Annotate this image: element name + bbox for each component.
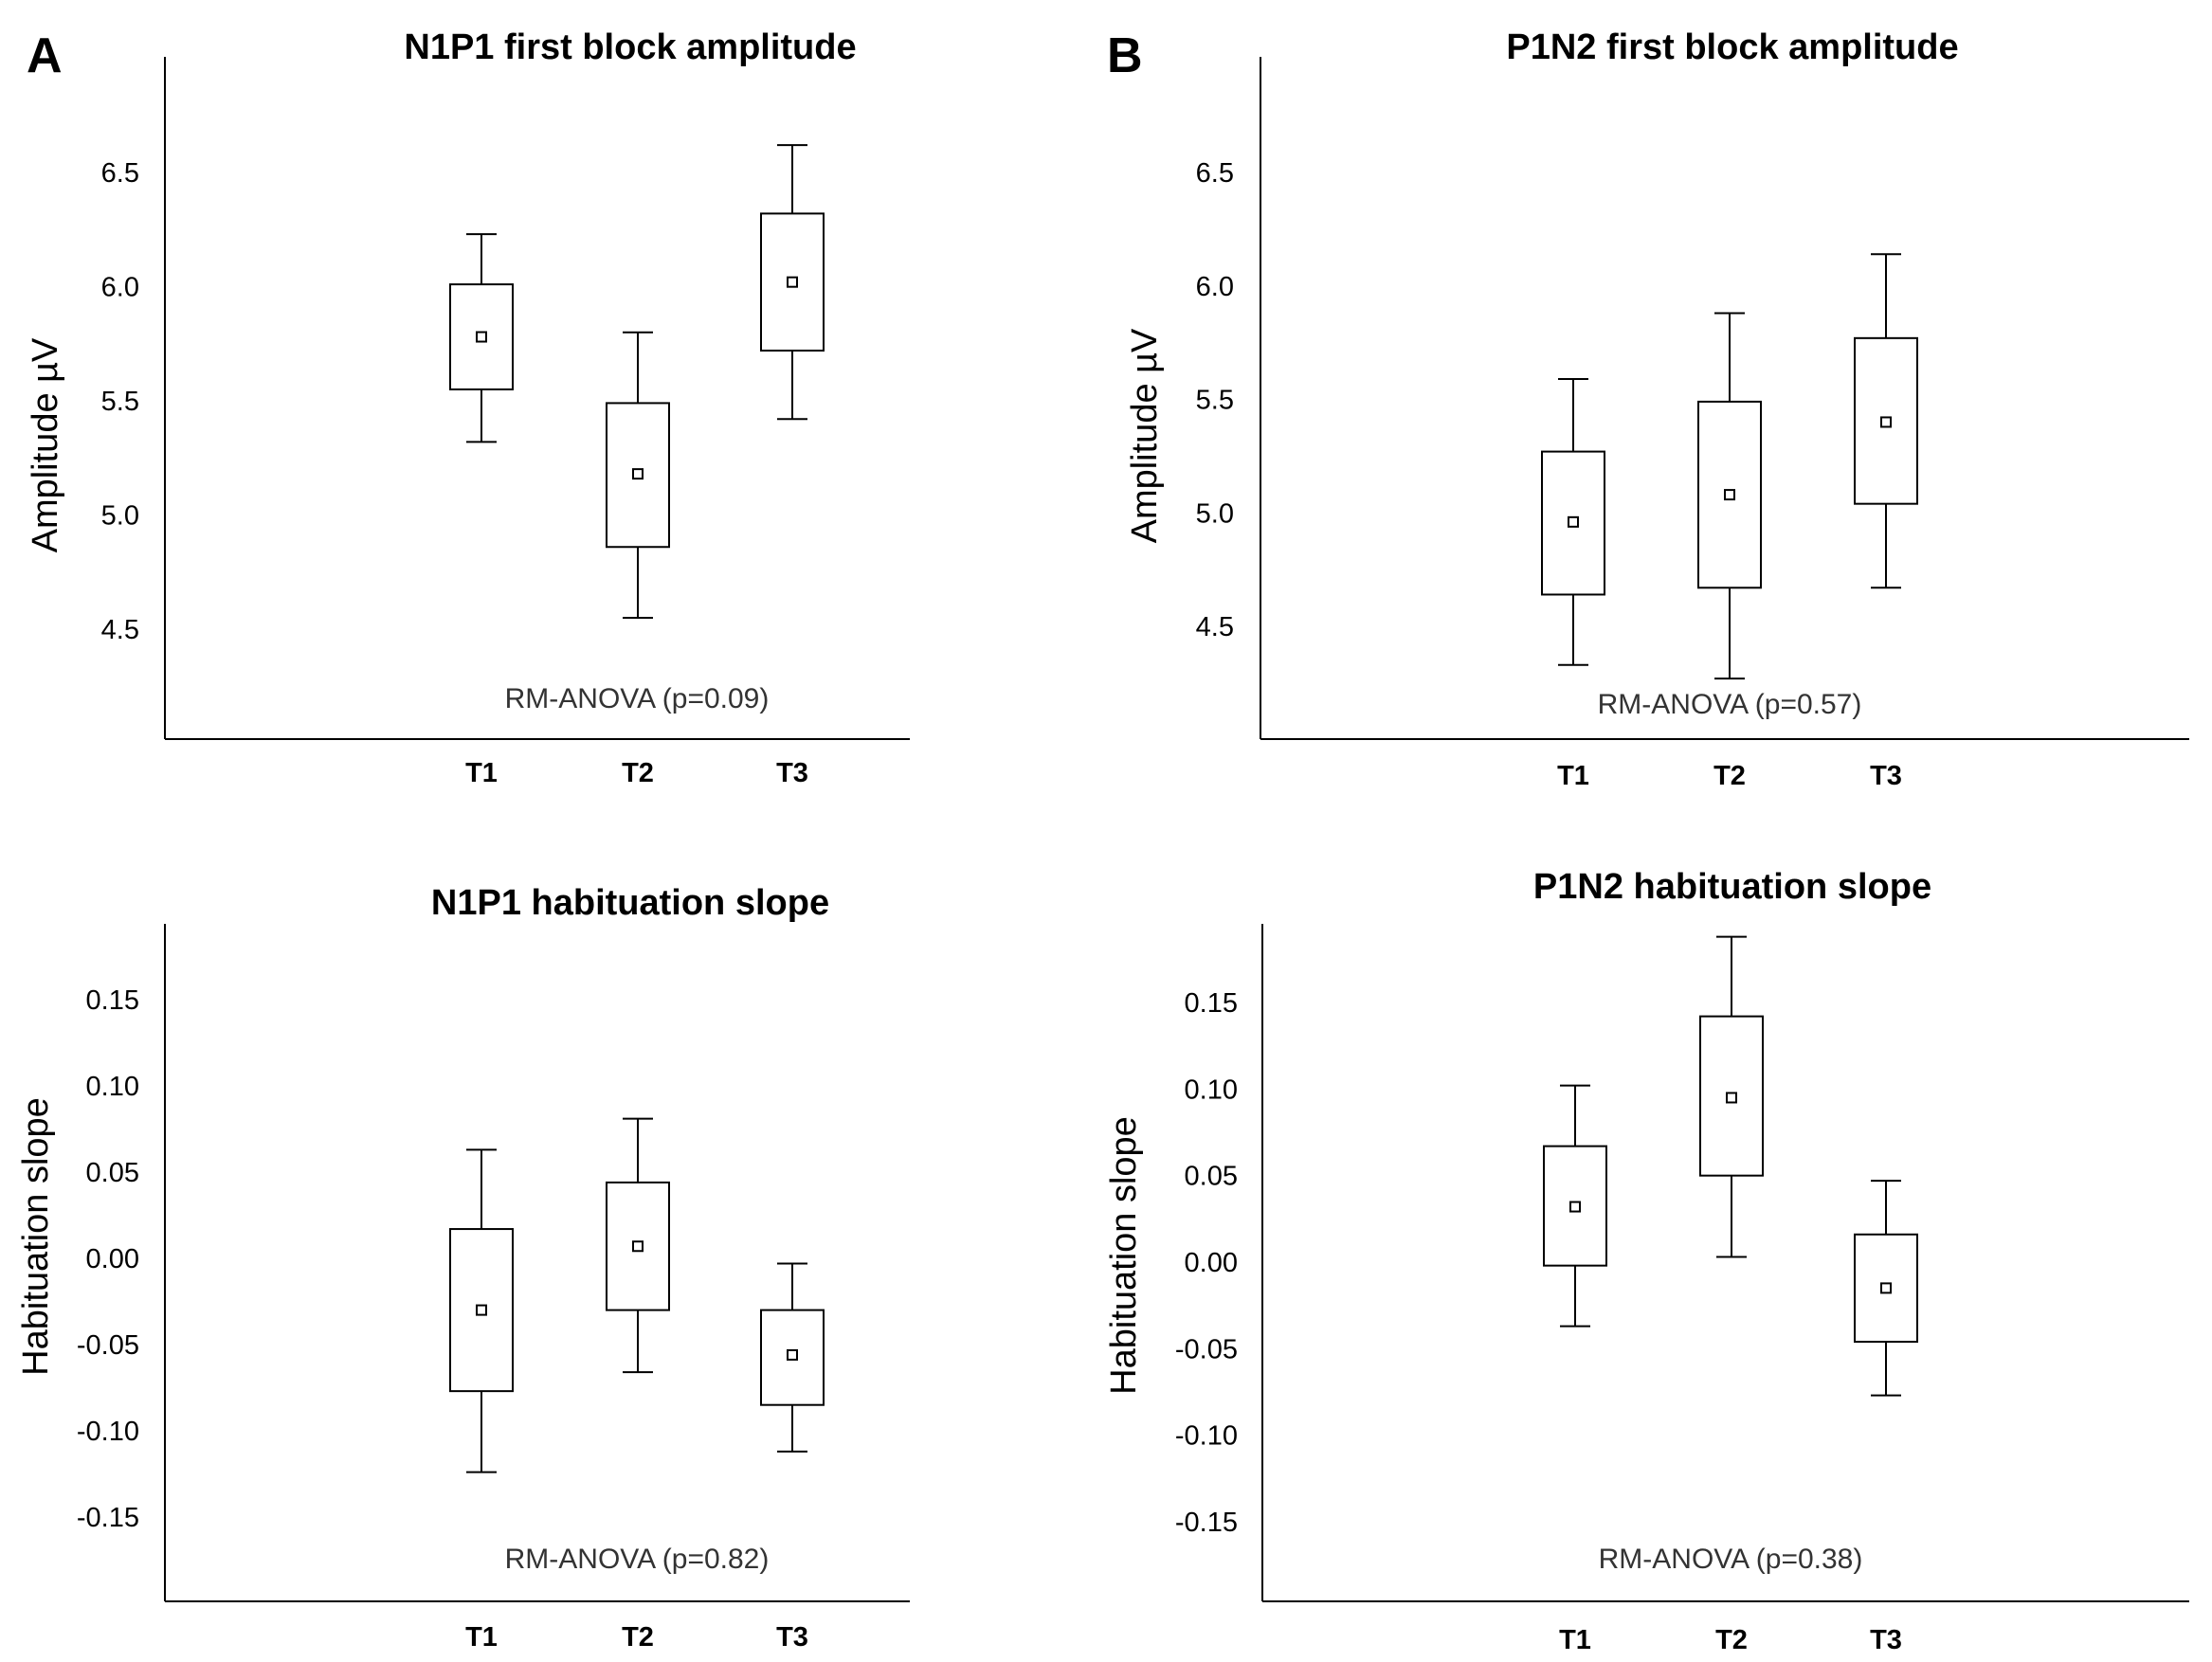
y-axis-label: Amplitude µV <box>1125 328 1165 543</box>
y-tick-label: 0.10 <box>86 1072 139 1102</box>
box-rect <box>449 283 514 390</box>
x-category-label: T1 <box>1559 1625 1591 1655</box>
box-t1 <box>1543 1084 1607 1328</box>
y-tick-label: 4.5 <box>101 615 139 645</box>
box-t1 <box>449 1148 514 1473</box>
panel-letter-a: A <box>27 28 63 83</box>
box-t1 <box>449 233 514 443</box>
mean-marker <box>476 331 487 343</box>
x-category-label: T3 <box>776 758 808 788</box>
x-category-label: T1 <box>465 758 498 788</box>
y-axis-label: Amplitude µV <box>26 337 65 552</box>
anova-annotation: RM-ANOVA (p=0.57) <box>1598 689 1862 720</box>
chart-panel-1: N1P1 first block amplitude Amplitude µV 4.… <box>26 27 910 788</box>
x-category-label: T1 <box>1557 761 1589 791</box>
chart-panel-2: P1N2 first block amplitude Amplitude µV 4.… <box>1125 27 2189 791</box>
chart-title: P1N2 first block amplitude <box>1506 27 1958 67</box>
mean-marker <box>1880 1282 1892 1294</box>
y-tick-label: 0.15 <box>86 985 139 1016</box>
box-t3 <box>760 1262 825 1453</box>
x-category-label: T2 <box>1715 1625 1748 1655</box>
mean-marker <box>1724 489 1735 501</box>
y-tick-label: 6.5 <box>1196 158 1234 189</box>
y-tick-label: -0.10 <box>77 1417 139 1447</box>
y-tick-label: -0.15 <box>77 1503 139 1533</box>
y-tick-label: -0.15 <box>1175 1508 1238 1538</box>
y-tick-label: 0.15 <box>1185 988 1238 1019</box>
y-tick-label: 5.0 <box>1196 498 1234 529</box>
box-t3 <box>1854 1180 1918 1397</box>
box-t1 <box>1541 377 1605 666</box>
chart-title: P1N2 habituation slope <box>1533 867 1931 907</box>
anova-annotation: RM-ANOVA (p=0.38) <box>1599 1544 1863 1575</box>
y-axis-label: Habituation slope <box>16 1097 56 1376</box>
y-tick-label: 5.0 <box>101 501 139 532</box>
mean-marker <box>632 1240 644 1253</box>
mean-marker <box>1568 515 1579 528</box>
mean-marker <box>476 1304 487 1316</box>
y-tick-label: 0.10 <box>1185 1075 1238 1105</box>
mean-marker <box>632 468 644 480</box>
y-tick-label: 6.5 <box>101 158 139 189</box>
box-t2 <box>1697 312 1762 680</box>
y-tick-label: 0.05 <box>86 1158 139 1188</box>
x-category-label: T3 <box>1870 761 1902 791</box>
y-tick-label: 0.00 <box>86 1244 139 1274</box>
y-tick-label: 6.0 <box>101 273 139 303</box>
y-tick-label: -0.10 <box>1175 1421 1238 1452</box>
mean-marker <box>1569 1201 1581 1213</box>
box-t3 <box>1854 253 1918 589</box>
panel-letter-b: B <box>1107 28 1143 83</box>
mean-marker <box>1726 1092 1737 1104</box>
chart-title: N1P1 habituation slope <box>431 883 829 923</box>
box-t2 <box>606 1117 670 1374</box>
chart-title: N1P1 first block amplitude <box>404 27 856 67</box>
anova-annotation: RM-ANOVA (p=0.09) <box>505 683 770 714</box>
y-tick-label: 0.00 <box>1185 1248 1238 1278</box>
y-tick-label: 5.5 <box>101 387 139 417</box>
x-category-label: T1 <box>465 1622 498 1653</box>
box-t3 <box>760 144 825 421</box>
x-category-label: T2 <box>622 758 654 788</box>
y-tick-label: 5.5 <box>1196 386 1234 416</box>
box-t2 <box>606 331 670 619</box>
box-t2 <box>1699 935 1764 1258</box>
y-tick-label: 0.05 <box>1185 1162 1238 1192</box>
mean-marker <box>787 276 798 288</box>
x-category-label: T3 <box>1870 1625 1902 1655</box>
y-tick-label: 4.5 <box>1196 612 1234 642</box>
mean-marker <box>1880 416 1892 428</box>
x-category-label: T2 <box>622 1622 654 1653</box>
x-category-label: T2 <box>1713 761 1746 791</box>
x-category-label: T3 <box>776 1622 808 1653</box>
mean-marker <box>787 1348 798 1361</box>
anova-annotation: RM-ANOVA (p=0.82) <box>505 1544 770 1575</box>
y-tick-label: -0.05 <box>77 1330 139 1361</box>
y-tick-label: -0.05 <box>1175 1334 1238 1364</box>
y-tick-label: 6.0 <box>1196 272 1234 302</box>
y-axis-label: Habituation slope <box>1104 1116 1144 1395</box>
